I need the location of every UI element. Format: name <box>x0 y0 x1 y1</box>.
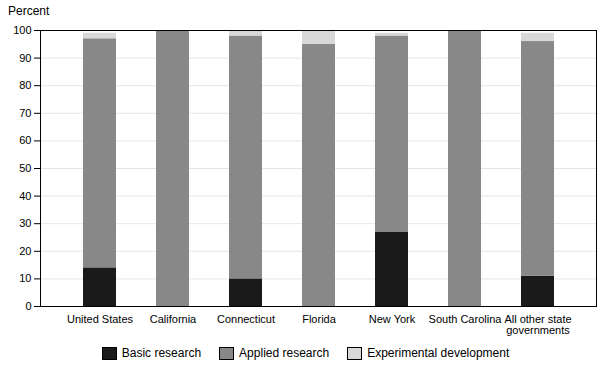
svg-text:Connecticut: Connecticut <box>217 313 275 325</box>
svg-text:40: 40 <box>19 190 31 202</box>
svg-text:0: 0 <box>25 300 31 312</box>
svg-text:Florida: Florida <box>302 313 337 325</box>
svg-text:10: 10 <box>19 272 31 284</box>
html-text:Experimental development: Experimental development <box>367 346 510 360</box>
svg-text:New York: New York <box>369 313 416 325</box>
svg-text:80: 80 <box>19 79 31 91</box>
html-text:Basic research: Basic research <box>121 346 202 360</box>
svg-text:100: 100 <box>13 24 31 36</box>
svg-text:70: 70 <box>19 107 31 119</box>
svg-text:20: 20 <box>19 245 31 257</box>
html-text:Percent: Percent <box>8 4 50 18</box>
svg-text:30: 30 <box>19 217 31 229</box>
svg-text:United States: United States <box>67 313 134 325</box>
svg-text:90: 90 <box>19 52 31 64</box>
html-text:Applied research: Applied research <box>239 346 330 360</box>
svg-text:60: 60 <box>19 134 31 146</box>
svg-text:South Carolina: South Carolina <box>429 313 503 325</box>
svg-text:All other stategovernments: All other stategovernments <box>504 313 571 336</box>
svg-text:50: 50 <box>19 162 31 174</box>
svg-text:California: California <box>150 313 197 325</box>
